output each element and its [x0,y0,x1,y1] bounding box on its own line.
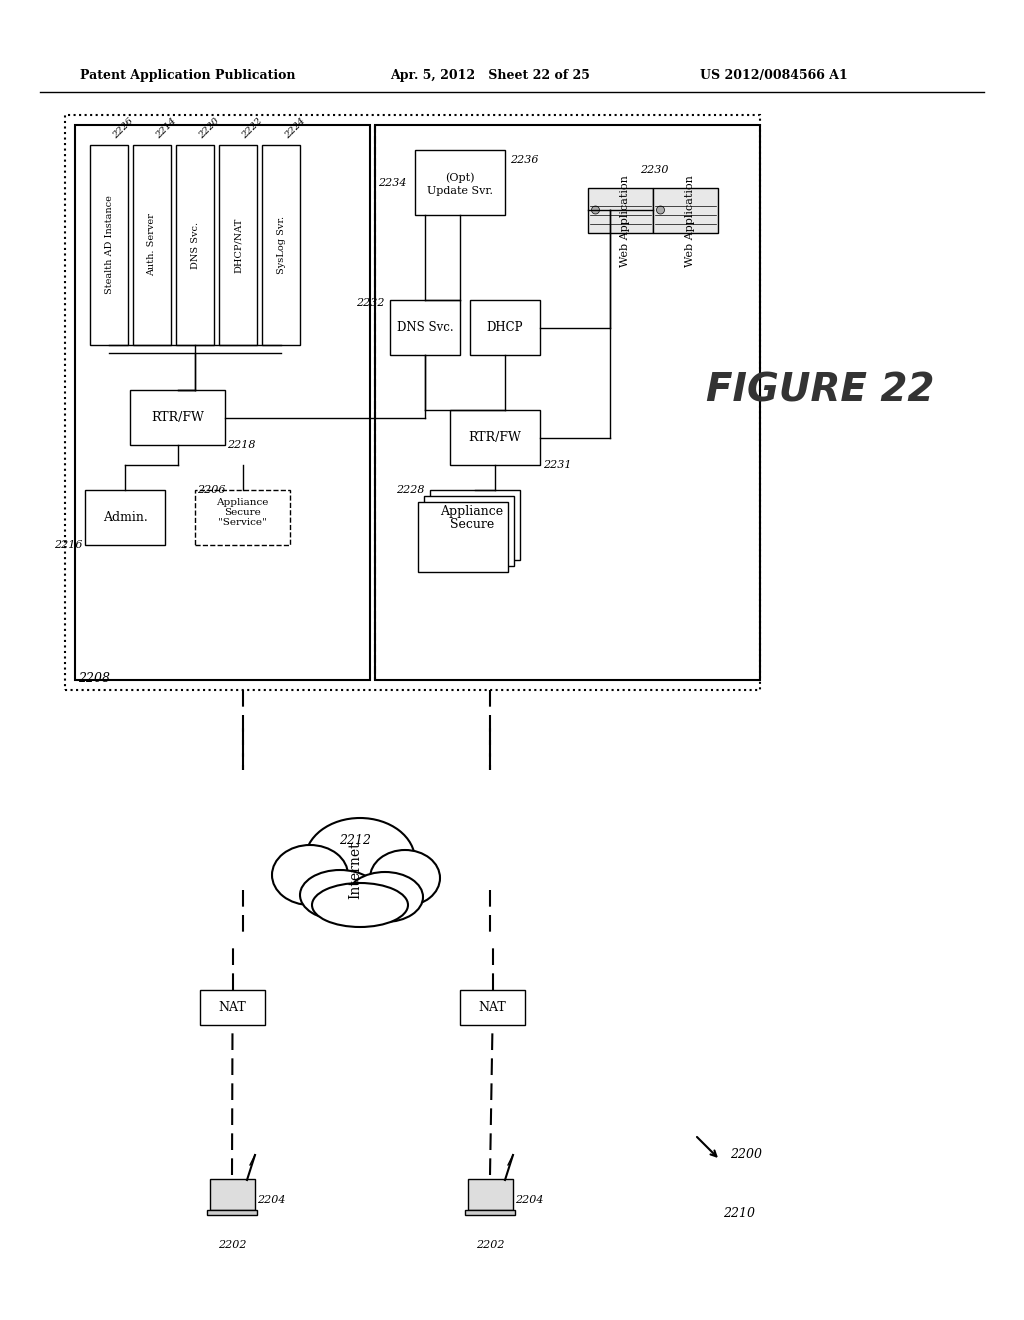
Bar [65,115,760,690]
Text: (Opt): (Opt) [445,172,475,182]
Bar [85,490,165,545]
Bar [375,125,760,680]
Text: 2206: 2206 [197,484,225,495]
Text: Web Application: Web Application [685,176,695,267]
Circle shape [592,206,599,214]
Text: 2230: 2230 [640,165,669,176]
Bar [176,145,214,345]
Ellipse shape [312,883,408,927]
Text: 2212: 2212 [339,833,371,846]
Text: 2218: 2218 [227,440,256,450]
Bar [207,1210,257,1214]
Text: DNS Svc.: DNS Svc. [190,222,200,268]
Text: Appliance: Appliance [440,504,504,517]
Text: Patent Application Publication: Patent Application Publication [80,69,296,82]
Text: 2204: 2204 [515,1195,544,1205]
Bar [200,990,265,1026]
Bar [450,411,540,465]
Text: 2216: 2216 [54,540,83,550]
Text: Stealth AD Instance: Stealth AD Instance [104,195,114,294]
Text: NAT: NAT [219,1001,247,1014]
Text: Web Application: Web Application [620,176,630,267]
Text: DHCP: DHCP [486,321,523,334]
Text: Auth. Server: Auth. Server [147,214,157,276]
Text: 2210: 2210 [723,1206,755,1220]
Bar [652,187,718,232]
Circle shape [656,206,665,214]
Text: 2204: 2204 [257,1195,286,1205]
Text: 2231: 2231 [543,459,571,470]
Bar [390,300,460,355]
Text: 2220: 2220 [197,116,221,140]
Ellipse shape [370,850,440,906]
Text: Secure: Secure [450,519,495,532]
Text: Appliance: Appliance [216,498,268,507]
Text: Admin.: Admin. [102,511,147,524]
Bar [460,990,525,1026]
Text: DHCP/NAT: DHCP/NAT [233,218,243,273]
Text: 2202: 2202 [218,1239,246,1250]
Bar [219,145,257,345]
Bar [465,1210,515,1214]
Text: SysLog Svr.: SysLog Svr. [276,216,286,275]
Bar [424,496,514,566]
Text: RTR/FW: RTR/FW [152,411,204,424]
Bar [588,187,652,232]
Text: 2226: 2226 [111,116,135,140]
Text: 2202: 2202 [476,1239,504,1250]
Bar [430,490,520,560]
Text: 2228: 2228 [396,484,425,495]
Text: Internet: Internet [348,841,362,899]
Bar [415,150,505,215]
Text: 2234: 2234 [379,177,407,187]
Text: 2208: 2208 [78,672,110,685]
Bar [262,145,300,345]
Bar [133,145,171,345]
Text: US 2012/0084566 A1: US 2012/0084566 A1 [700,69,848,82]
Ellipse shape [272,845,348,906]
Text: 2214: 2214 [154,116,178,140]
Text: NAT: NAT [478,1001,507,1014]
Bar [468,1179,512,1210]
Bar [130,389,225,445]
Text: 2200: 2200 [730,1148,762,1162]
Text: 2222: 2222 [240,116,264,140]
Text: Secure: Secure [224,508,261,517]
Ellipse shape [305,818,415,902]
Text: 2232: 2232 [356,298,385,308]
Text: FIGURE 22: FIGURE 22 [706,371,934,409]
Bar [210,1179,255,1210]
Text: "Service": "Service" [218,517,267,527]
Text: 2224: 2224 [283,116,307,140]
Text: Update Svr.: Update Svr. [427,186,493,195]
Text: Apr. 5, 2012   Sheet 22 of 25: Apr. 5, 2012 Sheet 22 of 25 [390,69,590,82]
Ellipse shape [347,873,423,921]
Text: DNS Svc.: DNS Svc. [396,321,454,334]
Bar [90,145,128,345]
Text: 2236: 2236 [510,154,539,165]
Bar [470,300,540,355]
Bar [75,125,370,680]
Ellipse shape [300,870,380,920]
Text: RTR/FW: RTR/FW [469,432,521,444]
Bar [195,490,290,545]
Bar [418,502,508,572]
